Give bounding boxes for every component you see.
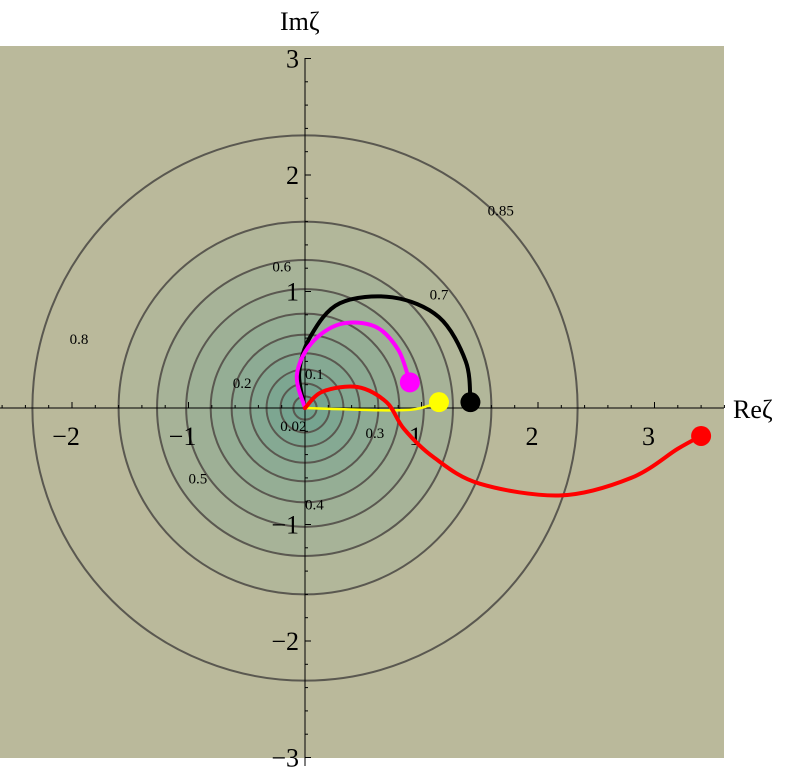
series-line [303,400,441,412]
x-tick-label: −2 [52,422,80,451]
y-ticks: −3 −2 −1 1 2 3 [271,45,311,773]
contour-label: 0.2 [233,376,252,392]
x-axis-title: Reζ [733,395,773,424]
contour-label: 0.1 [305,367,324,383]
contour-label: 0.6 [272,260,291,276]
axes [0,58,724,766]
y-tick-label: −1 [271,511,299,540]
contour-label: 0.3 [366,426,385,442]
y-tick-label: 2 [286,161,299,190]
y-tick-label: −3 [271,744,299,773]
contour-label: 0.02 [280,419,306,435]
x-tick-label: 3 [642,422,655,451]
series-end-point [460,392,481,413]
contour-label: 0.85 [488,204,514,220]
y-axis-title: Imζ [280,7,320,36]
y-tick-label: 1 [286,278,299,307]
y-tick-label: −2 [271,627,299,656]
x-tick-label: −1 [169,422,197,451]
series-line [303,384,704,498]
contour-label: 0.7 [430,288,449,304]
series-end-point [399,372,420,393]
series-line [294,320,412,410]
series-markers [399,372,712,446]
y-tick-label: 3 [286,45,299,74]
series-end-point [428,392,449,413]
series-end-point [691,425,712,446]
contour-labels: 0.02 0.1 0.2 0.3 0.4 0.5 0.6 0.7 0.8 0.85 [70,204,514,514]
x-ticks: −2 −1 1 2 3 [1,402,725,451]
contour-label: 0.5 [188,472,207,488]
series-layer [294,294,704,498]
x-tick-label: 2 [526,422,539,451]
contour-label: 0.8 [70,332,89,348]
contour-label: 0.4 [305,497,324,513]
